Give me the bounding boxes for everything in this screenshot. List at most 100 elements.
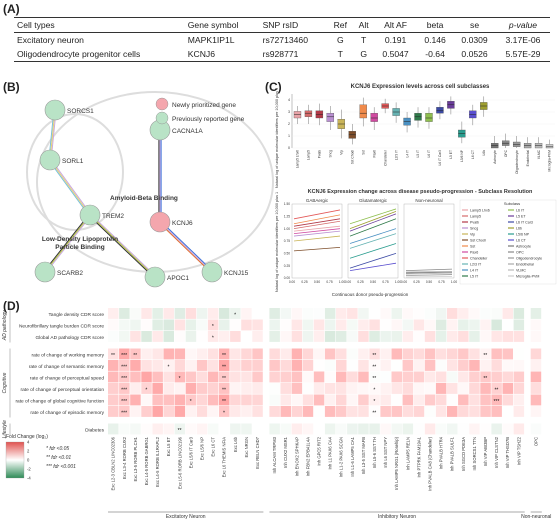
heat-cell	[447, 394, 458, 406]
col-label: Exc L5/6 NP	[199, 437, 204, 460]
heat-cell	[291, 394, 303, 406]
col-label: Exc L5-6 RORB LINC02196	[177, 436, 182, 489]
heat-cell	[141, 371, 152, 383]
ldl-group-label-2: Particle Binding	[55, 244, 105, 251]
row-label: Tangle density CDR score	[49, 312, 105, 318]
legend-entry: Lamp5	[470, 214, 481, 218]
heat-cell	[219, 308, 230, 319]
col-label: Inh GPC5 RIT2	[316, 436, 321, 465]
col-label: Inh VIP THSD7B	[505, 437, 510, 468]
heat-cell	[424, 360, 436, 371]
legend-entry: VLMC	[516, 268, 526, 272]
heat-cell	[336, 308, 347, 319]
heat-cell	[252, 331, 263, 342]
heat-cell	[313, 371, 325, 383]
y-tick: 1.50	[284, 202, 290, 206]
heat-cell	[413, 348, 425, 360]
col-label: Exc L3-4 RORB CUX2	[122, 436, 127, 479]
facet-title: GABAergic	[306, 198, 329, 203]
heat-cell	[252, 319, 263, 331]
heat-cell	[469, 383, 480, 394]
heat-cell	[458, 394, 469, 406]
row-label: Diabetes	[85, 427, 105, 433]
col-header-8: p-value	[495, 17, 550, 33]
heat-cell	[269, 394, 280, 406]
heat-cell	[480, 406, 491, 417]
sig-marker: **	[222, 364, 226, 370]
heat-cell	[108, 319, 119, 331]
heat-cell	[347, 423, 358, 435]
sig-marker: **	[372, 410, 376, 416]
col-label: Inh L1-2 PAX6 SCGN	[339, 437, 344, 477]
fold-change-heatmap: Tangle density CDR score Neurofibrillary …	[2, 308, 551, 519]
heat-cell	[196, 423, 208, 435]
heat-cell	[369, 394, 380, 406]
box-label: L2/3 IT	[394, 150, 398, 160]
heat-cell	[241, 331, 252, 342]
heat-cell	[380, 371, 391, 383]
heat-cell	[435, 383, 447, 394]
col-label: Inh LAMP5 RELN	[405, 437, 410, 470]
heat-cell	[530, 360, 542, 371]
legend-prev-label: Previously reported gene	[172, 116, 245, 123]
table-cell: 0.191	[384, 35, 407, 45]
edge-sorl1-trem2	[48, 160, 90, 216]
heat-cell	[469, 406, 480, 417]
heat-cell	[141, 348, 152, 360]
heat-cell	[491, 331, 502, 342]
heat-cell	[530, 331, 542, 342]
bottom-chart-title: KCNJ6 Expression change across disease p…	[308, 189, 533, 195]
heat-cell	[196, 394, 208, 406]
heat-cell	[130, 360, 141, 371]
heat-cell	[380, 308, 391, 319]
row-label: rate of change of episodic memory	[30, 410, 104, 416]
edge-kcnj6-kcnj15	[159, 221, 213, 273]
heat-cell	[369, 406, 380, 417]
heat-cell	[380, 319, 391, 331]
heat-cell	[280, 348, 291, 360]
sig-marker: *	[212, 324, 214, 330]
heat-cell	[413, 308, 425, 319]
trend-line	[405, 272, 453, 275]
heat-cell	[513, 406, 525, 417]
heat-cell	[369, 319, 380, 331]
heat-cell	[391, 360, 402, 371]
heat-cell	[152, 308, 163, 319]
colorbar-tick: 2	[27, 449, 30, 454]
heat-cell	[424, 383, 436, 394]
heat-cell	[219, 406, 230, 417]
heat-cell	[291, 360, 303, 371]
x-tick: 0.50	[370, 280, 376, 284]
heat-cell	[424, 319, 436, 331]
trend-line	[293, 220, 341, 230]
heat-cell	[119, 331, 130, 342]
heat-cell	[207, 348, 219, 360]
col-label: Exc L2-3 CBLN2 LINC02306	[111, 436, 116, 490]
heat-cell	[458, 360, 469, 371]
heat-cell	[458, 331, 469, 342]
amyloid-group-label: Amyloid-Beta Binding	[110, 195, 178, 202]
col-header-7: se	[453, 17, 496, 33]
box-13	[436, 107, 444, 114]
heat-cell	[280, 383, 291, 394]
heat-cell	[174, 319, 186, 331]
heat-cell	[313, 319, 325, 331]
heat-cell	[252, 383, 263, 394]
heat-cell	[291, 348, 303, 360]
heat-cell	[369, 383, 380, 394]
heat-cell	[502, 319, 513, 331]
colorbar	[5, 441, 25, 479]
heat-cell	[280, 331, 291, 342]
heat-cell	[269, 348, 280, 360]
heat-cell	[358, 383, 369, 394]
heat-cell	[358, 406, 369, 417]
edge-sorl1-trem2	[49, 159, 91, 216]
legend-new-swatch	[155, 97, 169, 111]
edge-kcnj6-kcnj15	[160, 220, 214, 272]
edge-trem2-apoc1	[90, 213, 157, 277]
x-tick: 0.75	[382, 280, 388, 284]
col-label: Exc L6b	[233, 436, 238, 452]
heat-cell	[252, 423, 263, 435]
sig-marker: **	[494, 387, 498, 393]
heat-cell	[152, 371, 163, 383]
